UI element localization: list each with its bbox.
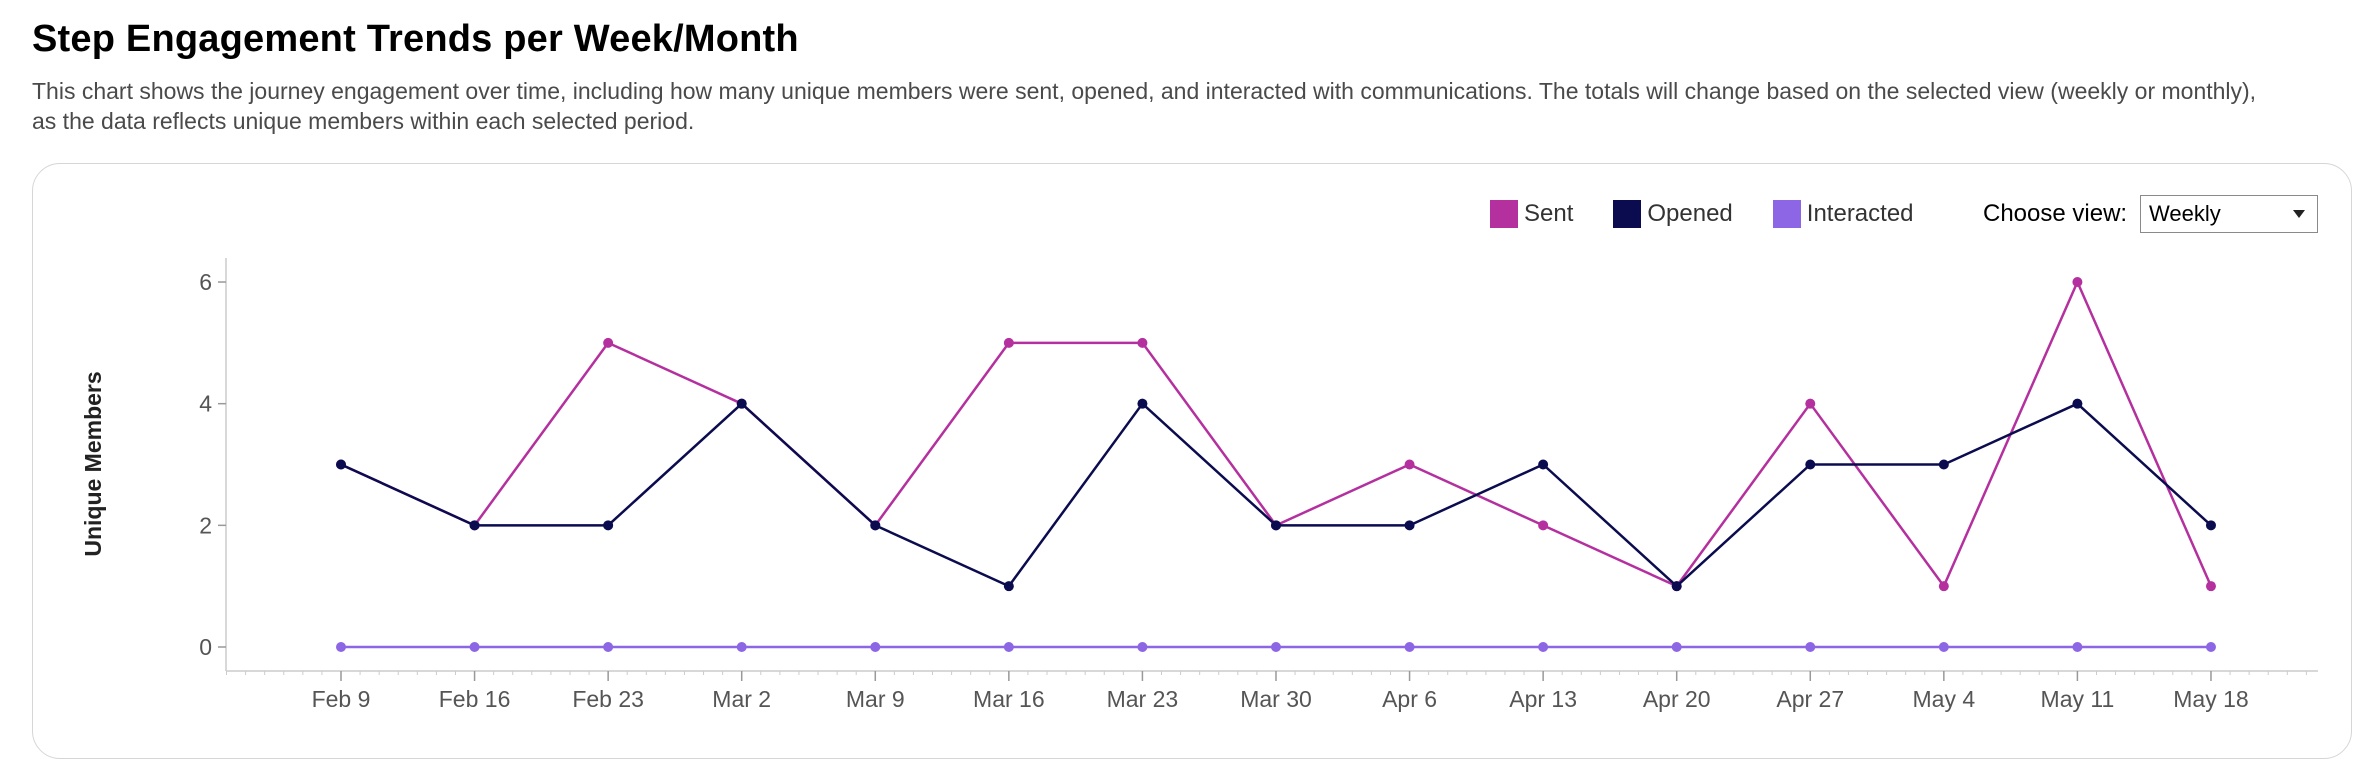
x-tick-label: Mar 9 — [846, 686, 905, 712]
y-tick-label: 4 — [199, 391, 212, 417]
data-point-interacted — [469, 642, 480, 652]
legend-item-opened[interactable]: Opened — [1613, 200, 1733, 228]
data-point-interacted — [1404, 642, 1415, 652]
data-point-interacted — [1538, 642, 1549, 652]
x-tick-label: Feb 23 — [572, 686, 644, 712]
page-title: Step Engagement Trends per Week/Month — [32, 18, 799, 60]
x-tick-label: Mar 2 — [712, 686, 771, 712]
data-point-sent — [2072, 277, 2083, 288]
chart-card — [32, 163, 2352, 759]
data-point-opened — [2205, 520, 2216, 531]
chevron-down-icon — [2293, 210, 2305, 218]
y-tick-label: 2 — [199, 512, 212, 538]
axes-layer: 0 2 4 6 Feb 9 Feb 16 Feb 23 Mar 2 Mar 9 Mar 16 Mar… — [199, 258, 2318, 712]
x-tick-label: May 18 — [2173, 686, 2248, 712]
legend-swatch — [1613, 200, 1642, 228]
x-tick-label: Apr 13 — [1509, 686, 1577, 712]
data-point-opened — [1270, 520, 1281, 531]
y-axis-title: Unique Members — [80, 371, 106, 556]
data-point-interacted — [870, 642, 881, 652]
data-point-opened — [2072, 398, 2083, 409]
data-point-opened — [1404, 520, 1415, 531]
data-point-opened — [469, 520, 480, 531]
data-point-opened — [603, 520, 614, 531]
data-point-opened — [1938, 459, 1949, 470]
view-select-value: Weekly — [2149, 201, 2221, 226]
y-tick-label: 6 — [199, 269, 212, 295]
data-point-interacted — [1270, 642, 1281, 652]
data-point-interacted — [1938, 642, 1949, 652]
x-tick-label: May 11 — [2041, 686, 2115, 712]
x-tick-label: Apr 6 — [1382, 686, 1437, 712]
data-point-opened — [1137, 398, 1148, 409]
data-point-opened — [1671, 581, 1682, 592]
page-description: This chart shows the journey engagement … — [32, 78, 2257, 134]
data-point-interacted — [603, 642, 614, 652]
data-point-opened — [1805, 459, 1816, 470]
data-point-opened — [1003, 581, 1014, 592]
data-point-sent — [1137, 337, 1148, 348]
x-tick-label: Mar 16 — [973, 686, 1045, 712]
data-point-sent — [603, 337, 614, 348]
view-select[interactable]: Weekly — [2140, 195, 2318, 233]
legend-label: Interacted — [1806, 200, 1914, 227]
data-point-opened — [736, 398, 747, 409]
data-point-interacted — [2205, 642, 2216, 652]
data-point-interacted — [336, 642, 346, 652]
series-layer — [336, 277, 2216, 652]
data-point-interacted — [1137, 642, 1148, 652]
x-tick-label: Apr 20 — [1643, 686, 1711, 712]
legend-label: Sent — [1524, 200, 1574, 227]
data-point-opened — [336, 459, 346, 470]
data-point-sent — [1938, 581, 1949, 592]
legend-swatch — [1772, 200, 1801, 228]
data-point-sent — [1805, 398, 1816, 409]
data-point-opened — [870, 520, 881, 531]
y-tick-label: 0 — [199, 634, 212, 660]
chart-legend: Sent Opened Interacted — [1490, 199, 1954, 229]
data-point-interacted — [2072, 642, 2083, 652]
legend-swatch — [1490, 200, 1518, 228]
data-point-sent — [2205, 581, 2216, 592]
x-tick-label: Mar 23 — [1107, 686, 1179, 712]
view-label: Choose view: — [1983, 200, 2128, 227]
data-point-sent — [1404, 459, 1415, 470]
legend-item-interacted[interactable]: Interacted — [1772, 200, 1914, 228]
data-point-interacted — [1003, 642, 1014, 652]
data-point-interacted — [1671, 642, 1682, 652]
data-point-sent — [1003, 337, 1014, 348]
series-line-opened — [340, 402, 2212, 588]
x-tick-label: Feb 9 — [312, 686, 371, 712]
x-tick-label: Mar 30 — [1240, 686, 1312, 712]
series-line-sent — [340, 280, 2213, 588]
x-tick-label: Feb 16 — [439, 686, 511, 712]
legend-item-sent[interactable]: Sent — [1490, 200, 1573, 228]
x-tick-label: May 4 — [1913, 686, 1976, 712]
data-point-sent — [1538, 520, 1549, 531]
legend-label: Opened — [1647, 200, 1733, 227]
data-point-interacted — [1805, 642, 1816, 652]
x-tick-label: Apr 27 — [1776, 686, 1844, 712]
data-point-interacted — [736, 642, 747, 652]
data-point-opened — [1538, 459, 1549, 470]
